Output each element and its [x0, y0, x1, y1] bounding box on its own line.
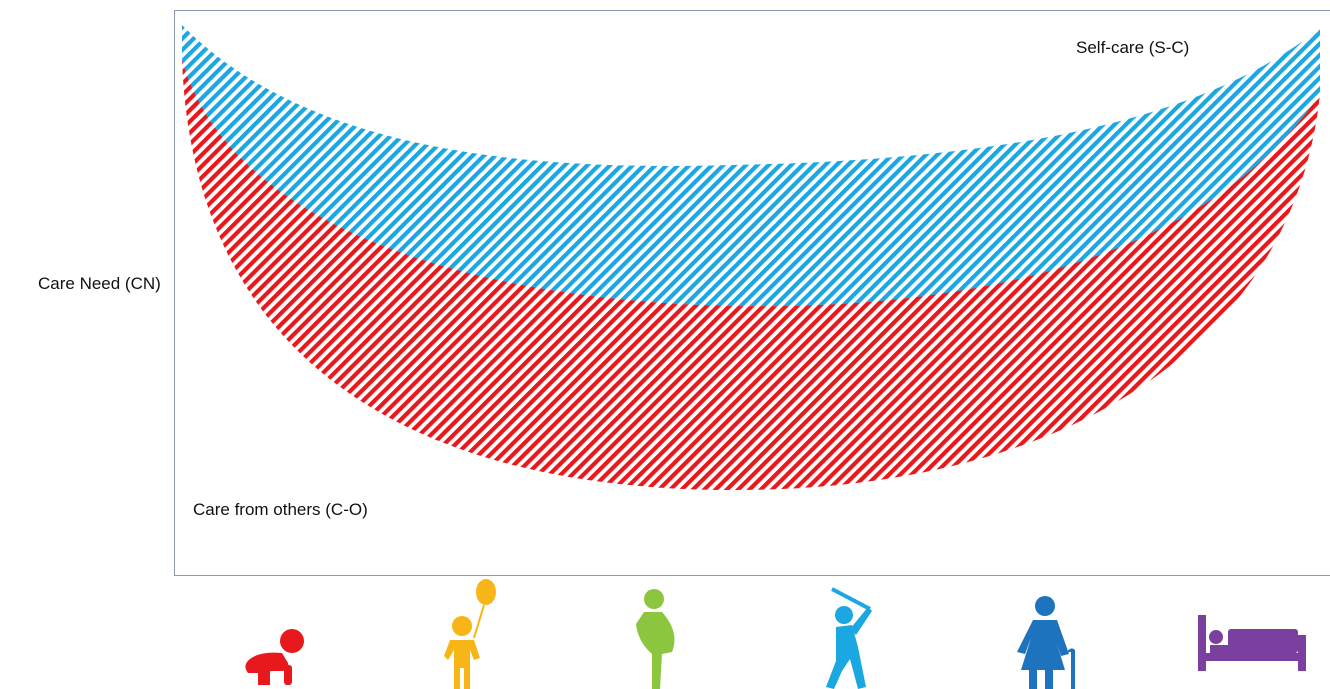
self-care-label: Self-care (S-C) [1076, 38, 1190, 57]
elderly-woman-with-cane-icon [1017, 596, 1075, 689]
bedridden-person-icon [1198, 615, 1306, 671]
self-care-region [182, 25, 1320, 307]
care-need-curves [174, 10, 1330, 576]
child-with-balloon-icon [444, 579, 496, 689]
y-axis-label: Care Need (CN) [38, 274, 161, 293]
adult-golfer-icon [826, 587, 872, 689]
crawling-baby-icon [245, 629, 304, 685]
care-from-others-region [182, 60, 1320, 490]
care-from-others-label: Care from others (C-O) [193, 500, 368, 519]
pregnant-woman-icon [636, 589, 675, 689]
care-need-diagram [174, 10, 1330, 576]
